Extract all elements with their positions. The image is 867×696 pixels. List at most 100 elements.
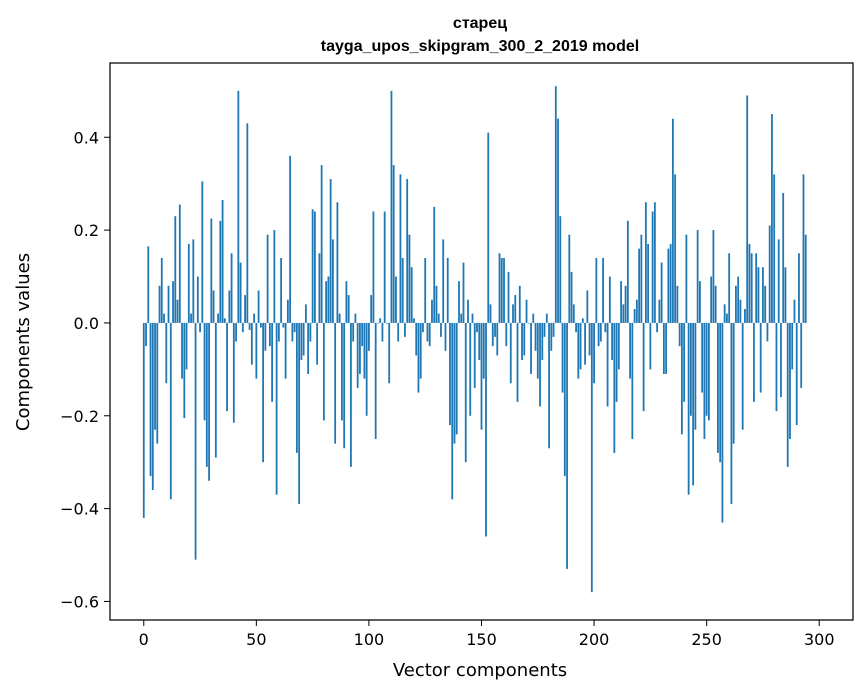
bar <box>203 322 206 421</box>
bar <box>516 322 519 402</box>
bar <box>527 322 530 324</box>
bar <box>521 322 523 361</box>
bar <box>289 155 292 323</box>
bar <box>694 322 697 430</box>
bar <box>487 132 490 323</box>
bar <box>181 322 183 379</box>
bar <box>748 244 751 323</box>
bar <box>500 257 503 323</box>
bar <box>172 281 174 323</box>
bar <box>705 322 708 416</box>
bar <box>365 322 368 416</box>
bar <box>599 322 602 342</box>
bar <box>426 322 429 342</box>
bar <box>273 230 276 323</box>
bar <box>246 123 249 323</box>
bar <box>530 322 532 374</box>
bar <box>212 290 215 323</box>
bar <box>223 318 226 323</box>
bar <box>275 322 278 495</box>
bar <box>703 322 706 439</box>
bar <box>142 322 145 518</box>
bar <box>379 318 382 323</box>
bar <box>304 304 307 323</box>
bar <box>183 322 186 419</box>
bar <box>800 322 803 388</box>
bar <box>444 322 447 351</box>
bar <box>458 281 460 323</box>
bar <box>768 225 771 323</box>
y-tick-label: 0.2 <box>74 221 99 240</box>
bar <box>728 253 731 323</box>
bar <box>795 322 798 426</box>
bar <box>617 322 620 370</box>
bar <box>482 322 485 379</box>
bar <box>388 322 391 384</box>
y-tick-label: 0.0 <box>74 314 99 333</box>
bar <box>559 216 562 323</box>
plot-frame <box>109 62 854 621</box>
bar <box>642 322 645 412</box>
bar <box>437 313 440 323</box>
x-tick-label: 0 <box>139 630 149 649</box>
bar <box>712 230 715 323</box>
bar <box>221 199 224 323</box>
bar <box>239 262 242 323</box>
bar <box>469 322 472 416</box>
bar <box>602 257 604 323</box>
bar <box>374 322 377 439</box>
bar <box>383 211 386 323</box>
bar <box>613 322 616 453</box>
bar <box>786 322 789 467</box>
bar <box>302 322 305 356</box>
bar <box>683 322 686 402</box>
bar <box>701 322 704 393</box>
bar <box>575 322 577 333</box>
y-tick-label: −0.2 <box>60 407 99 426</box>
bar <box>678 322 681 347</box>
bar <box>329 179 332 323</box>
bar <box>253 313 255 323</box>
bar <box>638 248 641 323</box>
bar <box>176 299 179 323</box>
bar <box>149 322 152 477</box>
bar <box>503 257 505 323</box>
bar <box>699 281 701 323</box>
x-tick-label: 50 <box>246 630 266 649</box>
bar <box>322 322 325 421</box>
y-tick-label: −0.4 <box>60 500 99 519</box>
bar <box>178 204 181 323</box>
bar <box>671 118 674 323</box>
bar <box>773 174 776 323</box>
bar <box>717 322 719 453</box>
bar <box>629 322 631 379</box>
bar <box>793 299 796 323</box>
bar <box>539 322 541 407</box>
bar <box>311 209 314 323</box>
bar <box>597 322 600 347</box>
bar <box>406 179 409 323</box>
bar <box>415 322 418 356</box>
bar <box>318 253 321 323</box>
bar <box>199 322 201 333</box>
bar <box>764 285 767 323</box>
bar <box>750 253 753 323</box>
bar <box>590 322 593 593</box>
bar <box>282 322 285 328</box>
bar <box>464 322 467 463</box>
bar <box>753 322 755 402</box>
bar <box>473 322 476 388</box>
bar <box>708 322 710 421</box>
bar <box>512 304 514 323</box>
bar <box>548 322 550 449</box>
x-tick-label: 100 <box>354 630 385 649</box>
bar <box>581 318 584 323</box>
bar <box>264 322 267 351</box>
bar <box>730 322 733 504</box>
bar <box>192 239 195 323</box>
bar <box>169 322 172 500</box>
bar <box>190 313 192 323</box>
bar <box>798 253 800 323</box>
